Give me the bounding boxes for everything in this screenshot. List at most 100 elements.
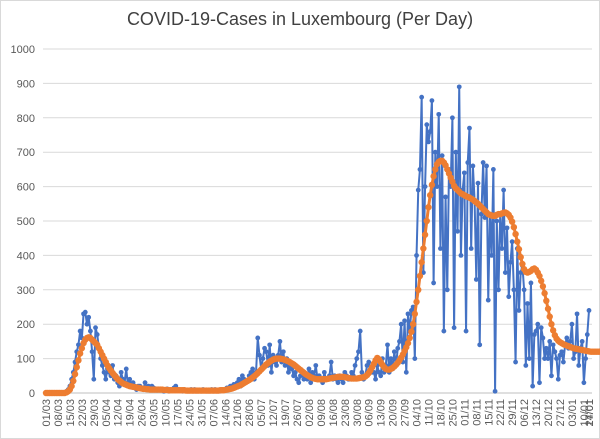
y-tick-label: 600 [17,182,35,194]
data-point [504,225,510,231]
data-point [423,217,430,225]
x-tick-label: 01/03 [41,399,53,427]
y-tick-label: 700 [17,147,35,159]
data-point [467,125,472,131]
data-point [426,139,431,145]
data-point [84,321,90,327]
data-point [328,359,334,365]
data-point [419,94,425,100]
data-point [418,259,425,266]
data-point [509,239,515,245]
y-tick-label: 200 [17,319,35,331]
data-point [539,283,547,290]
data-point [101,369,107,375]
x-tick-label: 30/08 [352,399,364,427]
x-tick-label: 24/05 [184,399,196,427]
data-point [424,122,430,128]
data-point [434,184,440,190]
x-tick-label: 31/05 [196,399,208,427]
data-point [91,376,97,382]
data-point [569,321,575,327]
data-point [545,356,551,361]
data-point [484,163,489,169]
data-point [463,328,469,334]
data-point [515,246,523,253]
data-point [413,298,420,306]
data-point [395,345,401,351]
data-point [71,370,79,378]
data-point [485,297,491,303]
data-point [280,349,286,355]
data-point [357,328,363,334]
data-point [425,204,432,211]
data-point [489,253,495,258]
data-point [86,314,92,320]
x-tick-label: 10/01 [579,399,591,427]
x-tick-label: 05/04 [101,399,113,427]
data-point [530,383,536,389]
data-point [421,231,429,238]
data-point [415,286,422,293]
x-tick-label: 15/11 [483,399,495,426]
data-point [453,149,459,155]
data-point [502,270,508,275]
data-point [516,308,522,313]
data-point [494,218,500,224]
data-point [499,246,505,251]
x-axis-tick-labels: 01/03 08/03 15/03 22/03 29/03 05/04 12/04 19/04… [41,399,596,427]
data-point [402,318,407,324]
y-axis-tick-labels: 0 100 200 300 400 500 600 700 800 900 1000 [11,44,35,400]
data-point [422,184,428,190]
data-point [356,349,361,355]
data-point [432,149,438,155]
data-point [255,335,261,341]
data-point [391,349,397,355]
x-tick-label: 21/06 [232,399,244,427]
data-point [397,339,402,344]
data-point [428,181,436,189]
data-point [373,376,378,382]
data-point [514,238,521,245]
data-point [533,328,539,334]
data-point [142,380,148,386]
data-point [584,332,590,337]
data-point [506,294,512,300]
x-tick-label: 17/01 [584,399,596,427]
data-point [359,369,365,375]
data-point [523,363,529,368]
data-point [236,376,242,382]
data-point [519,260,526,268]
data-point [537,380,542,386]
data-point [538,325,544,331]
x-tick-label: 17/05 [172,399,184,427]
x-tick-label: 08/11 [471,399,483,426]
data-point [404,339,412,347]
data-point [415,187,421,193]
data-point [549,327,557,334]
x-tick-label: 26/04 [137,399,149,427]
x-tick-label: 03/05 [149,399,161,427]
data-point [574,311,580,317]
data-point [88,328,93,334]
data-point [436,111,442,117]
x-tick-label: 16/08 [328,399,340,427]
data-point [559,349,565,355]
data-point [555,376,561,382]
data-point [537,277,545,285]
data-point [512,230,519,238]
data-point [468,246,474,251]
data-point [475,180,481,186]
data-point [408,328,415,335]
data-point [352,363,358,368]
x-tick-label: 19/04 [125,399,137,427]
x-tick-label: 25/10 [447,399,459,427]
data-point [432,166,439,173]
data-point [581,380,587,386]
data-point [409,321,417,328]
data-point [548,321,555,328]
x-tick-label: 13/12 [531,399,543,427]
data-point [70,377,77,385]
data-point [540,335,546,341]
y-tick-label: 900 [17,78,35,90]
data-point [455,228,460,234]
